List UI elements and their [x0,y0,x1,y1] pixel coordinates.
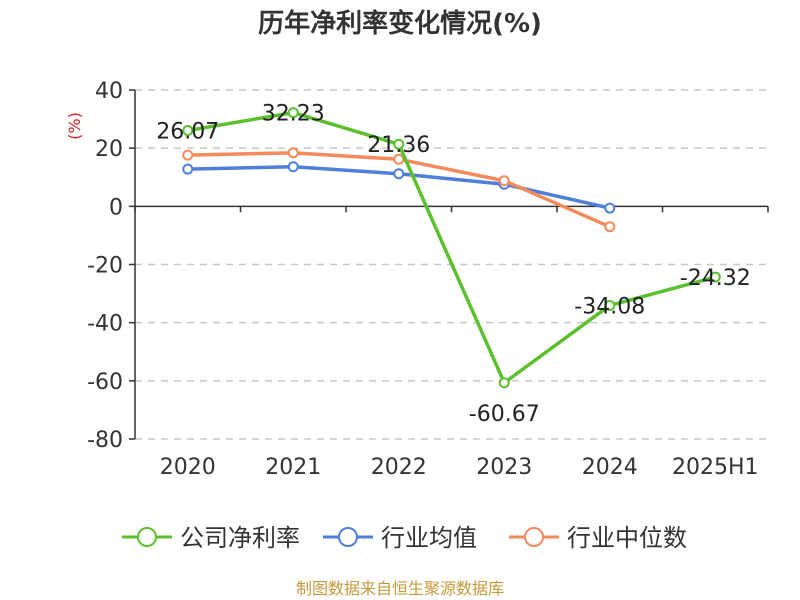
legend-item: 公司净利率 [180,524,300,552]
legend: 公司净利率 行业均值 行业中位数 [122,524,687,552]
series-line [187,110,716,385]
data-point [604,202,616,214]
data-labels: 26.07 32.23 21.36 -60.67 -34.08 -24.32 [156,102,750,427]
legend-marker [338,527,358,547]
chart-title: 历年净利率变化情况(%) [258,8,542,39]
x-tick-label: 2024 [582,455,638,480]
x-tick-label: 2023 [476,455,532,480]
x-tick-label: 2021 [265,455,321,480]
x-tick-label: 2020 [160,455,216,480]
data-point [498,175,510,187]
legend-item: 行业均值 [381,524,477,552]
x-tick-label: 2022 [371,455,427,480]
legend-marker [524,527,544,547]
y-tick-label: -40 [87,312,123,337]
y-tick-label: 0 [109,195,123,220]
data-label: 32.23 [262,102,325,127]
data-label: 21.36 [367,133,430,158]
data-point [182,125,194,137]
y-axis-label: (%) [65,112,84,140]
x-tick-label: 2025H1 [672,455,759,480]
y-tick-label: 40 [95,79,123,104]
data-point [393,153,405,165]
data-point [182,149,194,161]
series [182,107,721,389]
data-point [604,299,616,311]
y-tick-label: -80 [87,428,123,453]
legend-marker [137,527,157,547]
data-point [393,168,405,180]
y-tick-label: -60 [87,370,123,395]
data-point [393,138,405,150]
data-point [287,107,299,119]
data-point [498,377,510,389]
y-tick-label: 20 [95,137,123,162]
legend-item: 行业中位数 [567,524,687,552]
data-label: -24.32 [680,266,751,291]
axes: 40 20 0 -20 -40 -60 -80 2020 2021 2022 2023 2024 202… [87,79,769,480]
data-point [182,163,194,175]
data-label: -60.67 [469,402,540,427]
data-point [287,161,299,173]
data-point [709,271,721,283]
data-point [604,221,616,233]
y-tick-label: -20 [87,254,123,279]
data-point [287,147,299,159]
data-label: -34.08 [574,294,645,319]
source-note: 制图数据来自恒生聚源数据库 [296,579,504,598]
data-label: 26.07 [156,120,219,145]
